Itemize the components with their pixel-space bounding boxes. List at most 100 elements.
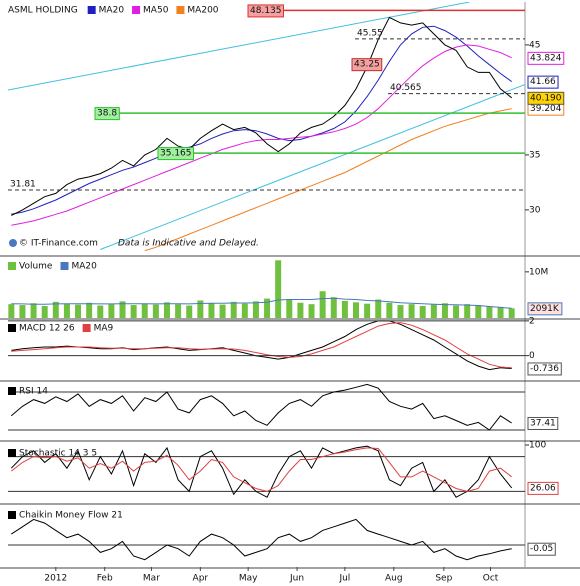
x-tick-label: Mar xyxy=(143,574,160,584)
bar xyxy=(375,299,382,318)
bar xyxy=(186,305,193,318)
bar xyxy=(275,260,282,318)
bar xyxy=(8,304,15,318)
legend-label: MA20 xyxy=(71,262,97,272)
panel xyxy=(8,2,525,252)
bar xyxy=(264,298,271,318)
y-tick-label: 10M xyxy=(529,267,548,277)
series-line xyxy=(144,108,512,252)
bar xyxy=(464,304,471,318)
bar xyxy=(508,308,515,318)
legend-label: Chaikin Money Flow 21 xyxy=(19,511,123,521)
legend-swatch xyxy=(82,324,91,332)
bar xyxy=(30,303,37,318)
source: © IT-Finance.com xyxy=(19,239,98,249)
series-line xyxy=(11,16,513,216)
legend-label: RSI 14 xyxy=(19,387,48,397)
y-tick-label: 30 xyxy=(529,205,541,215)
level-label: 40.565 xyxy=(390,83,422,93)
chart-title: ASML HOLDING xyxy=(8,6,78,16)
bar xyxy=(86,302,93,318)
series-line xyxy=(11,25,512,215)
last-value-label: 40.190 xyxy=(530,93,562,103)
bar xyxy=(330,297,337,318)
y-tick-label: 35 xyxy=(529,150,540,160)
level-label: 35.165 xyxy=(160,149,192,159)
bar xyxy=(319,291,326,318)
level-label: 48.135 xyxy=(250,6,282,16)
last-value-label: 37.41 xyxy=(530,418,556,428)
panel xyxy=(8,445,525,498)
trend-line xyxy=(100,84,525,250)
legend-label: MACD 12 26 xyxy=(19,324,75,334)
bar xyxy=(252,301,259,318)
level-label: 31.81 xyxy=(10,179,36,189)
y-tick-label: 45 xyxy=(529,40,540,50)
last-value-label: 43.824 xyxy=(530,53,562,63)
label-box xyxy=(157,147,194,161)
legend-label: MA20 xyxy=(99,6,125,16)
x-tick-label: Apr xyxy=(193,574,209,584)
bar xyxy=(119,301,126,318)
note: Data is Indicative and Delayed. xyxy=(118,239,259,249)
bar xyxy=(152,304,159,318)
bar xyxy=(41,306,48,318)
panel xyxy=(11,320,512,371)
legend-label: Volume xyxy=(19,262,53,272)
last-value-label: -0.05 xyxy=(530,544,553,554)
label-box xyxy=(527,362,562,376)
label-box xyxy=(527,75,559,89)
last-value-label: 2091K xyxy=(530,304,560,314)
label-box xyxy=(527,302,563,316)
bar xyxy=(364,303,371,318)
x-tick-label: Aug xyxy=(385,574,403,584)
series-line xyxy=(10,447,513,492)
bar xyxy=(230,301,237,318)
x-tick-label: Oct xyxy=(483,574,499,584)
bar xyxy=(130,305,137,318)
bar xyxy=(397,305,404,318)
series-line xyxy=(11,320,512,371)
label-box xyxy=(527,481,559,495)
label-box xyxy=(527,51,565,65)
y-tick-label: 0 xyxy=(529,351,535,361)
series-line xyxy=(11,44,512,226)
bar xyxy=(441,303,448,318)
bar xyxy=(63,303,70,318)
legend-swatch xyxy=(87,6,96,14)
bar xyxy=(353,302,360,318)
bar xyxy=(197,300,204,318)
series-line xyxy=(11,297,512,309)
bar xyxy=(486,306,493,318)
series-line xyxy=(11,518,512,561)
bar xyxy=(97,305,104,318)
bar xyxy=(408,304,415,318)
label-box xyxy=(94,107,120,121)
y-tick-label: 100 xyxy=(529,441,546,451)
last-value-label: 39.204 xyxy=(530,104,562,114)
bar xyxy=(475,305,482,318)
bar xyxy=(52,301,59,318)
bar xyxy=(108,304,115,318)
x-tick-label: 2012 xyxy=(44,574,67,584)
legend-swatch xyxy=(8,262,16,270)
source-icon xyxy=(9,239,17,247)
legend-swatch xyxy=(176,6,185,14)
legend-label: MA50 xyxy=(143,6,169,16)
legend-label: MA9 xyxy=(94,324,114,334)
x-tick-label: Jun xyxy=(289,574,304,584)
bar xyxy=(219,304,226,318)
last-value-label: -0.736 xyxy=(530,364,559,374)
panel xyxy=(8,518,525,561)
x-tick-label: Sep xyxy=(435,574,452,584)
legend-swatch xyxy=(8,511,16,519)
label-box xyxy=(247,4,284,18)
x-tick-label: Feb xyxy=(97,574,113,584)
bar xyxy=(453,305,460,318)
bar xyxy=(430,304,437,318)
bar xyxy=(308,304,315,318)
label-box xyxy=(527,416,559,430)
series-line xyxy=(10,383,512,431)
x-tick-label: May xyxy=(239,574,258,584)
